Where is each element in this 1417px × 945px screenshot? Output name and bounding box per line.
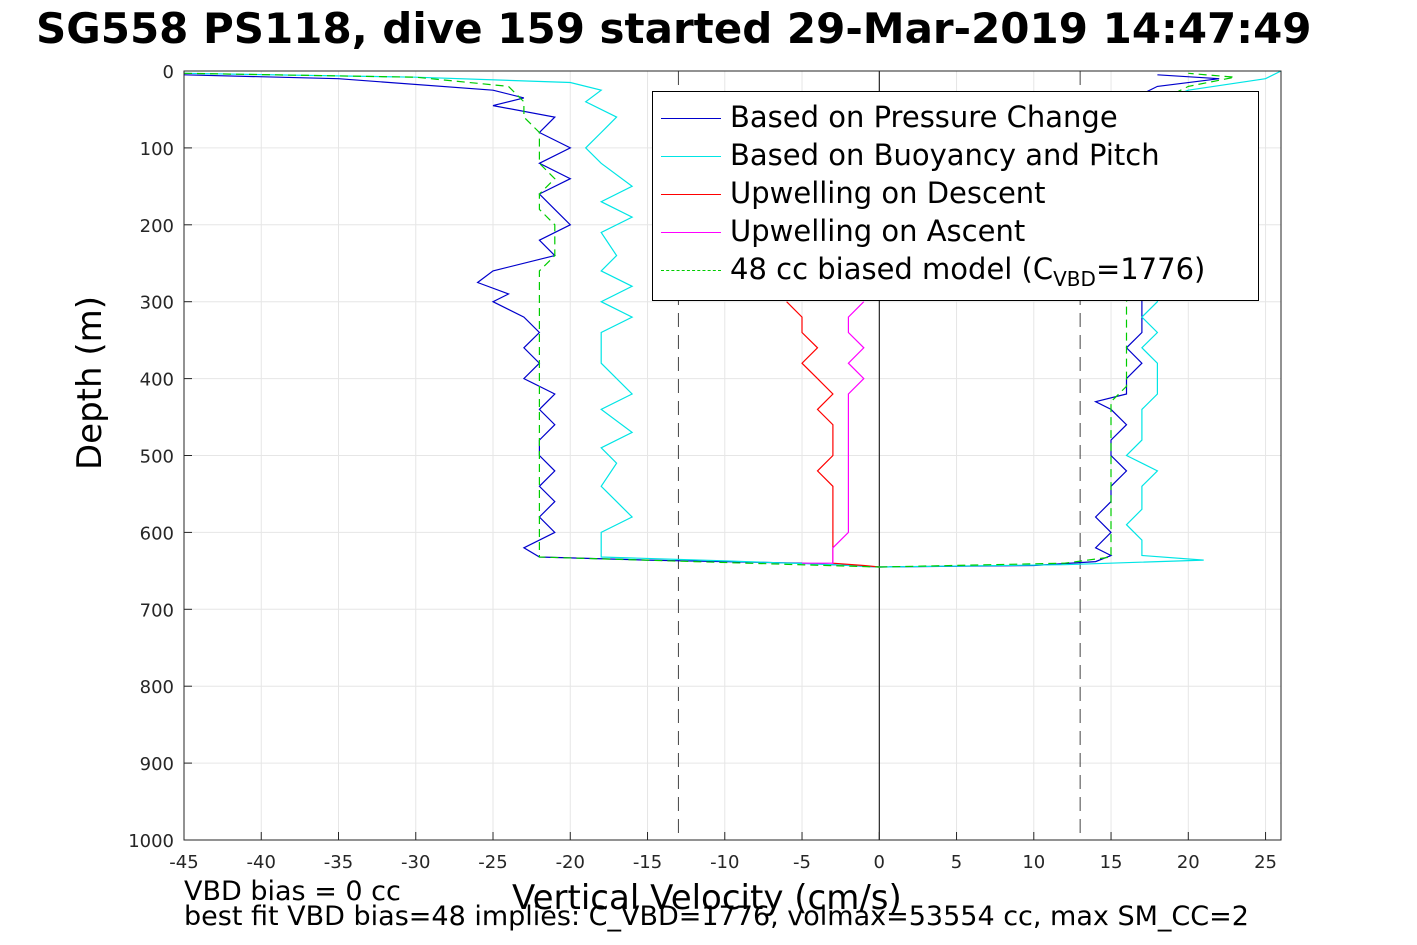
y-tick-label: 1000 xyxy=(128,831,174,852)
x-tick-label: 0 xyxy=(874,852,885,873)
y-tick-label: 600 xyxy=(140,523,174,544)
legend-swatch-buoyancy-pitch xyxy=(661,156,721,157)
y-axis-ticks: 0 100 200 300 400 500 600 700 800 900 1000 xyxy=(128,62,192,852)
legend-item-biased-model: 48 cc biased model (CVBD=1776) xyxy=(653,249,1258,291)
legend-swatch-pressure-change xyxy=(661,118,721,119)
legend: Based on Pressure Change Based on Buoyan… xyxy=(652,91,1259,301)
y-tick-label: 100 xyxy=(140,139,174,160)
y-tick-label: 300 xyxy=(140,293,174,314)
legend-swatch-biased-model xyxy=(661,270,721,271)
y-tick-label: 700 xyxy=(140,600,174,621)
series-line-3-ascent xyxy=(802,301,865,564)
legend-item-buoyancy-pitch: Based on Buoyancy and Pitch xyxy=(653,135,1258,173)
y-tick-label: 0 xyxy=(163,62,174,83)
x-tick-label: -15 xyxy=(633,852,662,873)
y-tick-label: 400 xyxy=(140,370,174,391)
legend-label-buoyancy-pitch: Based on Buoyancy and Pitch xyxy=(730,138,1160,172)
y-tick-label: 200 xyxy=(140,216,174,237)
chart-title: SG558 PS118, dive 159 started 29-Mar-201… xyxy=(36,4,1312,53)
series-line-1-descent xyxy=(183,72,880,568)
legend-swatch-upwelling-descent xyxy=(661,194,721,195)
legend-item-upwelling-ascent: Upwelling on Ascent xyxy=(653,211,1258,249)
y-tick-label: 500 xyxy=(140,447,174,468)
series-line-4-descent xyxy=(183,72,880,568)
x-tick-label: 25 xyxy=(1254,852,1277,873)
x-tick-label: -20 xyxy=(556,852,585,873)
legend-item-pressure-change: Based on Pressure Change xyxy=(653,97,1258,135)
x-tick-label: -40 xyxy=(247,852,276,873)
x-tick-label: 10 xyxy=(1022,852,1045,873)
x-tick-label: -10 xyxy=(710,852,739,873)
x-tick-label: -35 xyxy=(324,852,353,873)
x-tick-label: -30 xyxy=(401,852,430,873)
legend-label-biased-model: 48 cc biased model (CVBD=1776) xyxy=(730,252,1206,291)
y-tick-label: 800 xyxy=(140,677,174,698)
series-line-0-descent xyxy=(183,74,880,568)
y-tick-label: 900 xyxy=(140,754,174,775)
x-tick-label: -25 xyxy=(478,852,507,873)
x-tick-label: 15 xyxy=(1100,852,1123,873)
footer-best-fit: best fit VBD bias=48 implies: C_VBD=1776… xyxy=(184,901,1249,932)
x-tick-label: 5 xyxy=(951,852,962,873)
legend-label-upwelling-ascent: Upwelling on Ascent xyxy=(730,214,1026,248)
x-axis-ticks: -45 -40 -35 -30 -25 -20 -15 -10 -5 0 5 10 15 20 25 xyxy=(169,832,1277,873)
series-line-2-descent xyxy=(786,301,880,568)
x-axis-label: Vertical Velocity (cm/s) xyxy=(512,878,902,918)
legend-swatch-upwelling-ascent xyxy=(661,232,721,233)
legend-label-upwelling-descent: Upwelling on Descent xyxy=(730,176,1046,210)
x-tick-label: -5 xyxy=(793,852,811,873)
legend-item-upwelling-descent: Upwelling on Descent xyxy=(653,173,1258,211)
legend-label-pressure-change: Based on Pressure Change xyxy=(730,100,1118,134)
footer-vbd-bias: VBD bias = 0 cc xyxy=(184,876,401,907)
y-axis-label: Depth (m) xyxy=(70,295,110,470)
x-tick-label: -45 xyxy=(169,852,198,873)
x-tick-label: 20 xyxy=(1177,852,1200,873)
